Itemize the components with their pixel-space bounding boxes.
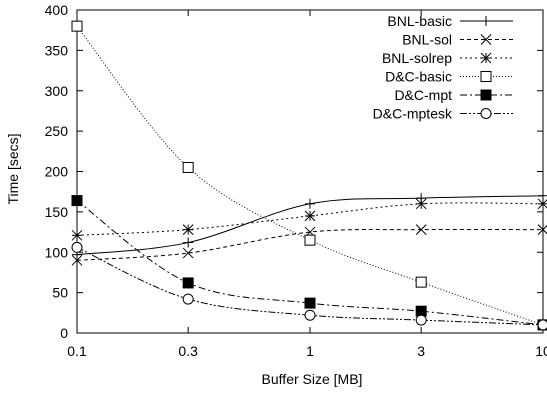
y-axis-label: Time [secs] [5, 133, 21, 204]
data-point-marker [415, 224, 427, 235]
data-point-marker [182, 277, 194, 289]
series-line [76, 228, 544, 261]
data-point-marker [415, 276, 427, 288]
legend-label: BNL-sol [402, 32, 452, 48]
legend-item: D&C-mptesk [373, 106, 513, 122]
y-tick-label: 350 [45, 42, 69, 58]
legend-label: D&C-basic [385, 69, 452, 85]
x-tick-label: 3 [417, 343, 425, 359]
data-point-marker [305, 198, 315, 209]
legend-label: BNL-basic [387, 13, 452, 29]
x-tick-label: 0.1 [67, 343, 87, 359]
series-layer [71, 20, 547, 331]
data-point-marker [71, 20, 83, 32]
data-point-marker [182, 161, 194, 173]
legend: BNL-basic BNL-sol BNL-solrep D&C-basic D&C-m… [373, 13, 513, 122]
y-tick-label: 150 [45, 204, 69, 220]
data-point-marker [480, 34, 492, 45]
data-point-marker [415, 198, 427, 210]
data-point-marker [71, 254, 83, 266]
legend-label: BNL-solrep [382, 50, 452, 66]
data-point-marker [304, 297, 316, 309]
data-point-marker [304, 234, 316, 246]
legend-label: D&C-mptesk [373, 106, 453, 122]
data-point-marker [71, 229, 83, 241]
data-point-marker [71, 241, 83, 253]
plot-frame [76, 9, 544, 334]
axes: 0 50 100 150 200 250 300 350 400 0.1 0.3 1 3 10 [45, 2, 547, 359]
series [71, 241, 547, 331]
series-line [76, 25, 544, 326]
data-point-marker [182, 293, 194, 305]
y-tick-label: 0 [60, 325, 68, 341]
legend-label: D&C-mpt [394, 87, 452, 103]
y-tick-label: 50 [52, 285, 68, 301]
data-point-marker [481, 16, 491, 26]
series-line [76, 202, 544, 236]
x-tick-label: 0.3 [178, 343, 198, 359]
series [72, 190, 547, 260]
series-line [76, 200, 544, 326]
legend-item: D&C-basic [385, 69, 513, 85]
data-point-marker [480, 71, 492, 82]
series [71, 198, 547, 241]
legend-item: D&C-mpt [394, 87, 513, 103]
x-tick-label: 1 [306, 343, 314, 359]
data-point-marker [183, 237, 194, 248]
data-point-marker [182, 224, 194, 235]
series [71, 20, 547, 331]
y-tick-label: 400 [45, 2, 69, 18]
data-point-marker [537, 224, 547, 235]
y-tick-label: 200 [45, 164, 69, 180]
data-point-marker [304, 309, 316, 321]
legend-item: BNL-basic [387, 13, 513, 29]
data-point-marker [537, 319, 547, 331]
data-point-marker [415, 314, 427, 326]
y-tick-label: 100 [45, 244, 69, 260]
data-point-marker [480, 52, 492, 64]
data-point-marker [182, 247, 194, 259]
data-point-marker [71, 195, 83, 207]
legend-item: BNL-sol [402, 32, 513, 48]
data-point-marker [480, 108, 492, 119]
y-tick-label: 300 [45, 83, 69, 99]
data-point-marker [537, 198, 547, 210]
x-axis-label: Buffer Size [MB] [262, 371, 363, 387]
legend-item: BNL-solrep [382, 50, 513, 66]
x-tick-label: 10 [535, 343, 547, 359]
data-point-marker [304, 210, 316, 222]
y-tick-label: 250 [45, 123, 69, 139]
data-point-marker [480, 89, 492, 101]
